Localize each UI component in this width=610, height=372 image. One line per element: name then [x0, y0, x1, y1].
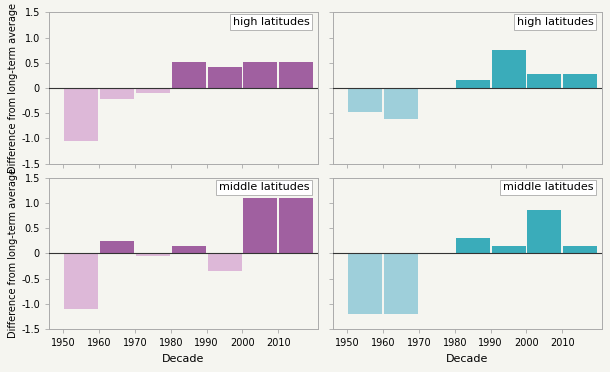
- Bar: [64, 253, 98, 309]
- Bar: [456, 80, 490, 88]
- Bar: [527, 209, 561, 253]
- Bar: [171, 246, 206, 253]
- Bar: [171, 62, 206, 88]
- Bar: [492, 246, 526, 253]
- Text: high latitudes: high latitudes: [517, 17, 594, 27]
- Y-axis label: Difference from long-term average: Difference from long-term average: [9, 169, 18, 339]
- Bar: [563, 246, 597, 253]
- Bar: [279, 62, 313, 88]
- Bar: [384, 253, 418, 314]
- Bar: [243, 198, 278, 253]
- Bar: [492, 50, 526, 88]
- Bar: [243, 62, 278, 88]
- Bar: [100, 88, 134, 99]
- Text: middle latitudes: middle latitudes: [503, 182, 594, 192]
- X-axis label: Decade: Decade: [162, 354, 204, 364]
- Bar: [207, 67, 242, 88]
- Bar: [136, 253, 170, 256]
- Bar: [64, 88, 98, 141]
- Bar: [384, 88, 418, 119]
- Y-axis label: Difference from long-term average: Difference from long-term average: [9, 3, 18, 173]
- Text: middle latitudes: middle latitudes: [219, 182, 310, 192]
- Bar: [279, 198, 313, 253]
- Bar: [136, 88, 170, 93]
- Bar: [527, 74, 561, 88]
- Bar: [348, 88, 382, 112]
- Text: high latitudes: high latitudes: [233, 17, 310, 27]
- Bar: [100, 241, 134, 253]
- Bar: [348, 253, 382, 314]
- X-axis label: Decade: Decade: [446, 354, 489, 364]
- Bar: [456, 238, 490, 253]
- Bar: [207, 253, 242, 271]
- Bar: [563, 74, 597, 88]
